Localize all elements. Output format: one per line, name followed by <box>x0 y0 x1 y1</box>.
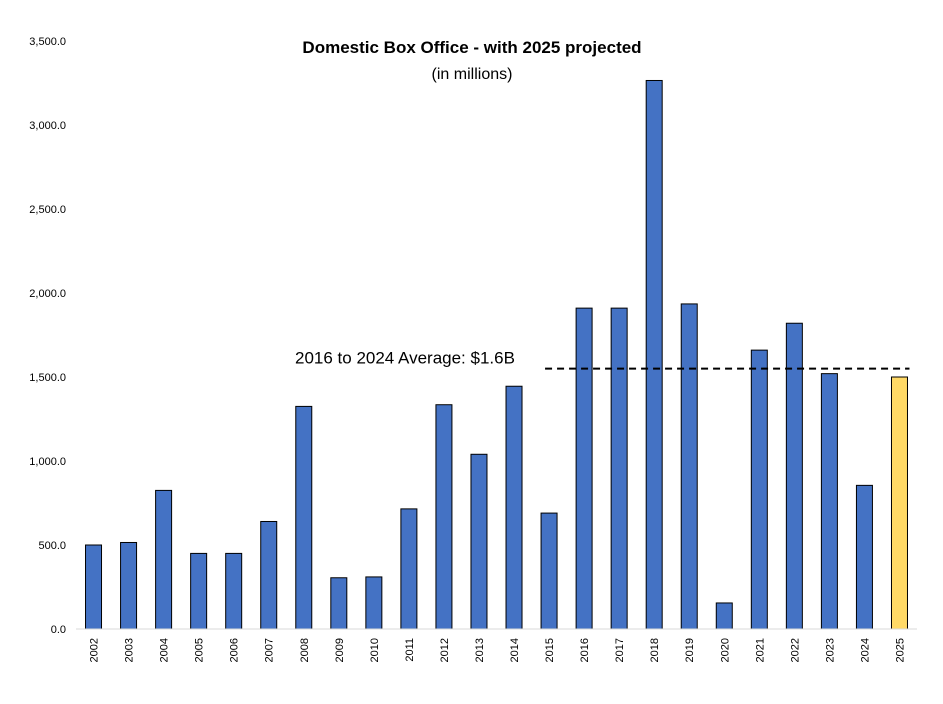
x-axis-ticks: 2002 2003 2004 2005 2006 2007 2008 2009 2010 2011… <box>89 638 907 662</box>
bar-2003 <box>120 541 138 630</box>
bar-2012 <box>435 404 453 630</box>
x-tick-label: 2005 <box>194 638 206 662</box>
bar-2023 <box>820 373 838 630</box>
y-tick-label: 0.0 <box>51 624 66 636</box>
y-tick-label: 1,000.0 <box>29 456 66 468</box>
bar-2020 <box>715 602 733 630</box>
bar-2008 <box>295 405 313 630</box>
x-tick-label: 2021 <box>754 638 766 662</box>
x-tick-label: 2016 <box>579 638 591 662</box>
bar-2007 <box>260 520 278 630</box>
bar-2017 <box>610 307 628 630</box>
y-tick-label: 3,000.0 <box>29 120 66 132</box>
x-tick-label: 2012 <box>439 638 451 662</box>
x-tick-label: 2002 <box>89 638 101 662</box>
bar-2002 <box>85 544 103 630</box>
x-tick-label: 2017 <box>614 638 626 662</box>
bar-2018 <box>645 79 663 630</box>
bar-2010 <box>365 576 383 630</box>
x-tick-label: 2024 <box>859 638 871 662</box>
x-tick-label: 2010 <box>369 638 381 662</box>
x-tick-label: 2023 <box>824 638 836 662</box>
x-tick-label: 2004 <box>159 638 171 662</box>
chart-subtitle: (in millions) <box>432 66 513 83</box>
average-annotation: 2016 to 2024 Average: $1.6B <box>295 349 515 368</box>
x-tick-label: 2020 <box>719 638 731 662</box>
x-tick-label: 2013 <box>474 638 486 662</box>
bar-2013 <box>470 453 488 630</box>
y-tick-label: 1,500.0 <box>29 372 66 384</box>
y-tick-label: 2,000.0 <box>29 288 66 300</box>
bar-2016 <box>575 307 593 630</box>
bar-2005 <box>190 552 208 630</box>
y-tick-label: 3,500.0 <box>29 36 66 48</box>
x-tick-label: 2007 <box>264 638 276 662</box>
bar-2021 <box>750 349 768 630</box>
bar-2024 <box>855 484 873 630</box>
bar-2009 <box>330 577 348 630</box>
x-tick-label: 2008 <box>299 638 311 662</box>
x-tick-label: 2011 <box>404 638 416 662</box>
chart-title: Domestic Box Office - with 2025 projecte… <box>302 38 641 57</box>
x-tick-label: 2015 <box>544 638 556 662</box>
x-tick-label: 2018 <box>649 638 661 662</box>
x-tick-label: 2022 <box>789 638 801 662</box>
y-tick-label: 500.0 <box>38 540 66 552</box>
x-tick-label: 2003 <box>124 638 136 662</box>
bar-2004 <box>155 489 173 630</box>
bar-2006 <box>225 552 243 630</box>
y-tick-label: 2,500.0 <box>29 204 66 216</box>
bar-2014 <box>505 385 523 630</box>
x-tick-label: 2006 <box>229 638 241 662</box>
x-tick-label: 2009 <box>334 638 346 662</box>
x-tick-label: 2014 <box>509 638 521 662</box>
bar-2015 <box>540 512 558 630</box>
x-tick-label: 2019 <box>684 638 696 662</box>
bar-2011 <box>400 508 418 630</box>
y-axis-ticks: 0.0 500.0 1,000.0 1,500.0 2,000.0 2,500.0 3,00… <box>29 36 66 636</box>
bars-group <box>85 79 908 630</box>
bar-2019 <box>680 303 698 630</box>
x-tick-label: 2025 <box>894 638 906 662</box>
bar-2025 <box>890 376 908 630</box>
